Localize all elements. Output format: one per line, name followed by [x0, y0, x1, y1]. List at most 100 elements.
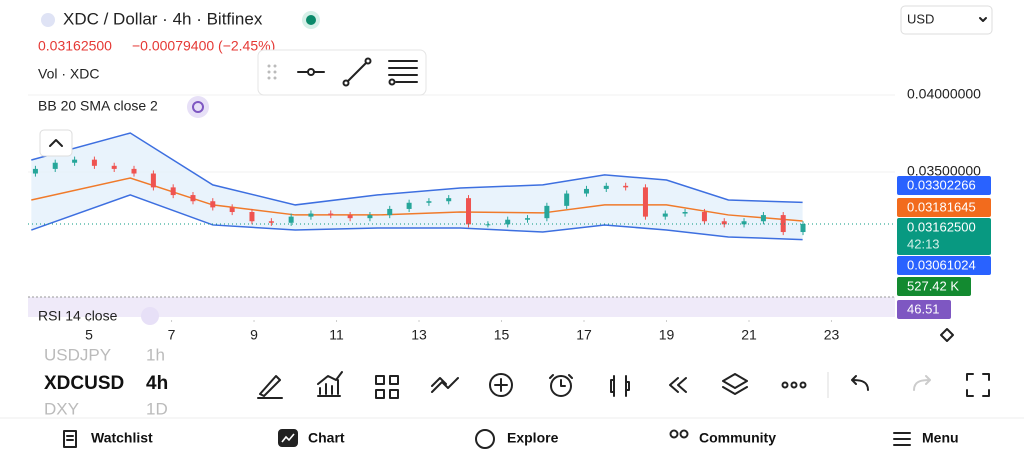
candle-body [111, 165, 117, 169]
interval-item[interactable]: 1D [146, 399, 168, 418]
candle-body [328, 213, 334, 216]
candle-body [485, 224, 491, 226]
collapse-button[interactable] [39, 129, 73, 157]
layers-tool[interactable] [722, 373, 748, 395]
candle-body [662, 213, 668, 217]
interval-item[interactable]: 1h [146, 345, 165, 364]
last-price-value: 0.03162500 [907, 219, 976, 234]
candle-body [701, 212, 707, 222]
watchlist-icon [63, 430, 77, 448]
y-tick-label: 0.04000000 [907, 86, 981, 102]
x-tick-label: 23 [824, 327, 840, 343]
watchlist-item[interactable]: DXY [44, 399, 79, 418]
x-tick-label: 9 [250, 327, 258, 343]
rsi-value: 46.51 [907, 301, 940, 316]
indicator-loading [187, 96, 209, 118]
symbol[interactable]: XDC / Dollar · 4h · Bitfinex [63, 9, 263, 28]
indicators-tool[interactable] [317, 371, 343, 397]
candle-body [603, 185, 609, 189]
candle-body [564, 193, 570, 206]
candle-body [52, 162, 58, 169]
drawing-toolbar [257, 49, 427, 96]
bb-indicator[interactable]: BB 20 SMA close 2 [38, 98, 158, 114]
watchlist-item-selected[interactable]: XDCUSD [44, 373, 124, 394]
settings-icon[interactable] [940, 328, 954, 342]
explore-icon [475, 429, 495, 449]
replay-tool[interactable] [669, 377, 687, 393]
draw-tool[interactable] [257, 375, 283, 399]
more-tool[interactable] [781, 381, 789, 389]
collapse-icon [49, 139, 63, 147]
nav-item[interactable]: Menu [922, 430, 959, 446]
candle-body [682, 212, 688, 214]
volume-indicator[interactable]: Vol · XDC [38, 66, 99, 82]
community-icon [679, 429, 689, 439]
symbol-icon [41, 13, 55, 27]
redo-tool[interactable] [913, 375, 931, 391]
layouts-tool[interactable] [375, 375, 399, 399]
bar-countdown: 42:13 [907, 236, 940, 251]
undo-tool[interactable] [851, 375, 869, 391]
candle-body [466, 198, 472, 225]
watchlist-item[interactable]: USDJPY [44, 345, 111, 364]
rsi-pane [28, 297, 895, 317]
community-icon [669, 429, 679, 439]
nav-item[interactable]: Community [699, 430, 776, 446]
candle-body [32, 168, 38, 174]
x-tick-label: 11 [329, 327, 344, 343]
currency-select[interactable] [900, 5, 993, 35]
candle-body [210, 201, 216, 208]
x-tick-label: 5 [85, 327, 93, 343]
nav-item[interactable]: Explore [507, 430, 559, 446]
add-icon [494, 378, 508, 392]
trend-line-tool[interactable] [342, 57, 372, 87]
candle-body [446, 198, 452, 202]
compare-tool[interactable] [431, 377, 459, 393]
candle-body [760, 215, 766, 222]
nav-item[interactable]: Watchlist [91, 430, 153, 446]
chart-type-tool[interactable] [610, 375, 630, 397]
interval-item-selected[interactable]: 4h [146, 373, 168, 394]
x-tick-label: 15 [494, 327, 510, 343]
dropdown-icon [979, 17, 987, 22]
alert-icon [549, 374, 573, 387]
candle-body [367, 215, 373, 219]
candle-body [229, 207, 235, 213]
candle-body [268, 221, 274, 223]
candle-body [505, 219, 511, 225]
candle-body [347, 215, 353, 219]
lower-band-value: 0.03061024 [907, 257, 976, 272]
band-fill [31, 133, 803, 240]
candle-body [170, 187, 176, 196]
alert-tool[interactable] [550, 375, 572, 397]
line-settings-tool[interactable] [388, 60, 418, 86]
candle-body [91, 159, 97, 166]
x-tick-label: 19 [659, 327, 675, 343]
candle-body [623, 185, 629, 188]
x-tick-label: 21 [741, 327, 757, 343]
rsi-indicator[interactable]: RSI 14 close [38, 308, 118, 324]
candle-body [721, 221, 727, 225]
fullscreen-tool[interactable] [966, 373, 990, 397]
candle-body [190, 195, 196, 202]
add-tool[interactable] [489, 373, 513, 397]
candle-body [406, 202, 412, 209]
horizontal-line-tool[interactable] [297, 68, 325, 76]
currency: USD [907, 11, 934, 26]
menu-icon [893, 432, 911, 446]
candle-body [249, 212, 255, 222]
volume-value: 527.42 K [907, 278, 959, 293]
candle-body [288, 216, 294, 223]
more-tool [790, 381, 798, 389]
nav-item[interactable]: Chart [308, 430, 345, 446]
rsi-loading [141, 307, 159, 325]
lower-band-label [897, 256, 991, 275]
volume-label [897, 277, 971, 296]
drag-handle [267, 64, 277, 80]
x-tick-label: 7 [168, 327, 176, 343]
candle-body [741, 221, 747, 225]
candle-body [524, 218, 530, 220]
price-pane: 0.03500000 0.04000000 5 7 9 11 13 15 17 19 21 23 [28, 86, 981, 343]
candle-body [544, 205, 550, 219]
